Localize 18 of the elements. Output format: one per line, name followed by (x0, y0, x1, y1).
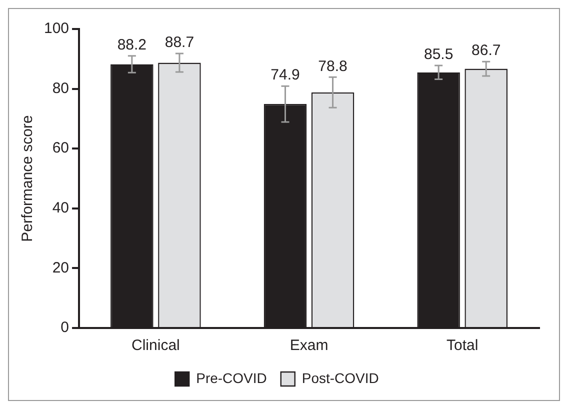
y-axis-title: Performance score (19, 115, 36, 242)
data-label: 86.7 (472, 42, 501, 60)
y-tick-label: 80 (52, 80, 70, 97)
legend-label: Post-COVID (302, 370, 379, 386)
x-tick-label: Clinical (132, 337, 180, 354)
x-tick-label: Exam (290, 337, 328, 354)
y-tick-label: 100 (44, 20, 70, 38)
data-label: 78.8 (318, 58, 348, 75)
data-label: 74.9 (270, 66, 300, 84)
y-tick-label: 0 (60, 319, 70, 336)
x-tick-label: Total (446, 337, 478, 354)
y-tick-label: 60 (52, 140, 70, 157)
y-tick-label: 40 (52, 200, 70, 217)
y-tick-label: 20 (52, 259, 70, 276)
data-label: 88.7 (164, 34, 194, 52)
data-label: 88.2 (117, 36, 147, 54)
data-label: 85.5 (424, 46, 454, 64)
legend-label: Pre-COVID (196, 370, 267, 386)
